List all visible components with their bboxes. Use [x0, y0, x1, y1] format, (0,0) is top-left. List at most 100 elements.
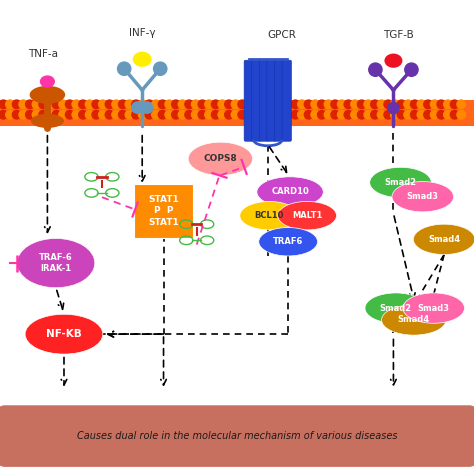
Circle shape — [99, 110, 107, 119]
Circle shape — [205, 110, 213, 119]
Circle shape — [0, 110, 8, 119]
Circle shape — [12, 100, 21, 109]
Circle shape — [72, 100, 81, 109]
Circle shape — [410, 100, 419, 109]
Ellipse shape — [365, 293, 427, 323]
Circle shape — [284, 110, 293, 119]
Circle shape — [391, 110, 399, 119]
Circle shape — [304, 100, 313, 109]
Text: Smad4: Smad4 — [398, 316, 430, 324]
Ellipse shape — [188, 142, 253, 175]
Circle shape — [0, 100, 8, 109]
Circle shape — [369, 63, 382, 76]
Circle shape — [351, 110, 359, 119]
Circle shape — [79, 110, 87, 119]
Circle shape — [404, 100, 412, 109]
Circle shape — [26, 110, 34, 119]
Circle shape — [450, 110, 459, 119]
Text: TRAF-6
IRAK-1: TRAF-6 IRAK-1 — [39, 254, 73, 273]
Ellipse shape — [133, 52, 152, 67]
Circle shape — [364, 110, 373, 119]
Circle shape — [19, 110, 27, 119]
Circle shape — [318, 100, 326, 109]
Circle shape — [311, 100, 319, 109]
Circle shape — [132, 102, 143, 113]
Circle shape — [141, 102, 153, 113]
Circle shape — [298, 110, 306, 119]
Circle shape — [357, 110, 366, 119]
Circle shape — [430, 100, 439, 109]
FancyBboxPatch shape — [0, 405, 474, 467]
Circle shape — [388, 102, 399, 114]
Circle shape — [19, 100, 27, 109]
Text: Smad3: Smad3 — [418, 304, 450, 312]
Circle shape — [6, 110, 14, 119]
Circle shape — [85, 100, 94, 109]
Circle shape — [311, 110, 319, 119]
Circle shape — [437, 110, 446, 119]
Circle shape — [65, 100, 74, 109]
Circle shape — [132, 110, 140, 119]
Circle shape — [178, 100, 187, 109]
Circle shape — [65, 110, 74, 119]
Circle shape — [158, 110, 167, 119]
Circle shape — [185, 100, 193, 109]
FancyBboxPatch shape — [0, 100, 474, 126]
Ellipse shape — [17, 238, 95, 288]
Circle shape — [251, 110, 260, 119]
Circle shape — [32, 110, 41, 119]
Ellipse shape — [382, 305, 446, 335]
Circle shape — [231, 110, 240, 119]
Circle shape — [205, 100, 213, 109]
Circle shape — [384, 110, 392, 119]
Ellipse shape — [40, 75, 55, 88]
Text: COPS8: COPS8 — [203, 155, 237, 163]
Circle shape — [291, 110, 300, 119]
Circle shape — [118, 110, 127, 119]
FancyBboxPatch shape — [274, 60, 284, 141]
Circle shape — [324, 100, 333, 109]
Circle shape — [46, 110, 54, 119]
Text: TRAF6: TRAF6 — [273, 237, 303, 246]
Circle shape — [165, 100, 173, 109]
Circle shape — [271, 110, 280, 119]
Circle shape — [39, 110, 47, 119]
Circle shape — [198, 100, 207, 109]
Circle shape — [424, 110, 432, 119]
Ellipse shape — [392, 182, 454, 212]
Circle shape — [231, 100, 240, 109]
Circle shape — [238, 110, 246, 119]
Circle shape — [404, 110, 412, 119]
Text: Smad2: Smad2 — [380, 304, 412, 312]
Circle shape — [417, 100, 426, 109]
Circle shape — [211, 100, 220, 109]
Ellipse shape — [370, 167, 431, 198]
Circle shape — [278, 110, 286, 119]
Circle shape — [225, 110, 233, 119]
Circle shape — [125, 100, 134, 109]
Circle shape — [264, 110, 273, 119]
Text: Causes dual role in the molecular mechanism of various diseases: Causes dual role in the molecular mechan… — [77, 431, 397, 441]
Circle shape — [364, 100, 373, 109]
Circle shape — [405, 63, 418, 76]
Circle shape — [391, 100, 399, 109]
Circle shape — [291, 100, 300, 109]
Circle shape — [424, 100, 432, 109]
Ellipse shape — [278, 201, 337, 230]
Circle shape — [118, 100, 127, 109]
Circle shape — [218, 100, 227, 109]
Circle shape — [145, 100, 154, 109]
Ellipse shape — [30, 86, 65, 104]
Circle shape — [245, 100, 253, 109]
Circle shape — [444, 100, 452, 109]
Circle shape — [344, 100, 353, 109]
Circle shape — [52, 110, 61, 119]
Circle shape — [457, 100, 465, 109]
Circle shape — [6, 100, 14, 109]
Circle shape — [59, 110, 67, 119]
Circle shape — [118, 62, 131, 75]
Circle shape — [138, 110, 147, 119]
Circle shape — [384, 100, 392, 109]
Circle shape — [211, 110, 220, 119]
Circle shape — [172, 110, 180, 119]
